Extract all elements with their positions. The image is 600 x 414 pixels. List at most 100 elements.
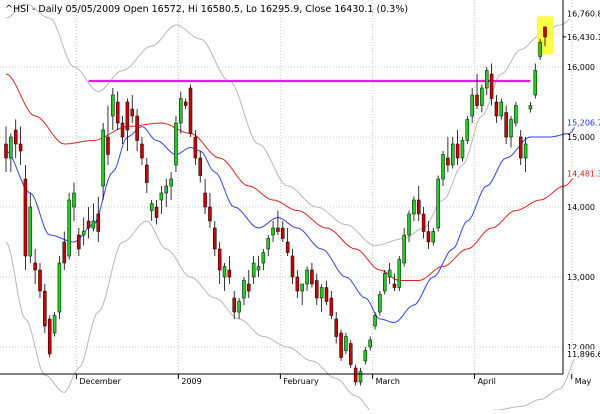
candle-body-up — [373, 315, 377, 327]
candle-body-down — [446, 157, 450, 166]
candle — [310, 263, 314, 288]
candle — [154, 200, 159, 225]
candle — [480, 84, 484, 113]
candle-body-down — [115, 101, 120, 124]
label-layer: 12,000 13,000 14,000 15,000 16,000 December 20… — [79, 8, 600, 386]
candle — [203, 179, 207, 214]
candle — [329, 291, 334, 319]
candle — [96, 196, 101, 242]
candle — [441, 151, 445, 186]
candle-body-down — [198, 157, 202, 176]
price-tag-bg — [565, 8, 599, 19]
candle — [198, 151, 202, 183]
candle-body-down — [213, 227, 217, 250]
candle-body-down — [217, 248, 222, 271]
candle — [349, 340, 353, 368]
candle-body-down — [62, 241, 67, 264]
candle — [499, 98, 504, 120]
candle — [33, 249, 37, 284]
candle — [543, 26, 547, 47]
price-tag-label: 11,896.6 — [567, 350, 600, 359]
candle — [213, 221, 217, 256]
candle — [358, 368, 363, 386]
candle-body-up — [465, 119, 470, 141]
candle-body-down — [518, 136, 523, 159]
candle-body-up — [538, 42, 542, 57]
candle — [363, 347, 368, 365]
price-tag-bg — [565, 349, 599, 360]
candle-body-up — [358, 371, 363, 383]
candle — [412, 196, 416, 221]
candle-body-up — [528, 105, 533, 110]
candle-body-down — [421, 213, 426, 232]
candle-body-up — [533, 70, 538, 96]
candle-body-down — [247, 283, 251, 292]
candle — [276, 210, 280, 235]
candle — [81, 217, 86, 246]
candle — [179, 91, 183, 134]
candle-body-up — [266, 238, 270, 250]
candle-body-down — [227, 269, 232, 278]
candle-body-down — [543, 26, 547, 38]
candle-body-up — [470, 94, 474, 117]
candle-body-down — [33, 262, 37, 271]
candle — [217, 242, 222, 284]
candle-body-down — [310, 269, 314, 285]
candle-body-up — [344, 336, 348, 351]
candle — [91, 203, 96, 232]
candle — [120, 116, 125, 144]
candle — [242, 277, 246, 305]
candle-body-up — [523, 143, 528, 159]
candle — [305, 266, 309, 291]
candle — [111, 88, 115, 130]
candle — [455, 130, 460, 165]
candle-body-up — [9, 136, 13, 159]
x-tick-label: March — [376, 377, 400, 386]
candle-body-down — [96, 213, 101, 232]
candle — [72, 182, 76, 221]
candle — [528, 102, 533, 113]
candle — [319, 284, 324, 312]
candle-body-down — [232, 297, 236, 313]
candle-body-down — [489, 73, 494, 99]
candle-body-up — [378, 294, 382, 313]
candle — [518, 130, 523, 165]
candle — [57, 256, 62, 319]
candle-body-down — [145, 164, 149, 183]
candle — [23, 165, 28, 270]
candle-body-down — [125, 101, 130, 131]
candle-body-down — [203, 192, 207, 208]
candle — [266, 235, 270, 256]
candle — [494, 95, 499, 123]
candle-body-down — [455, 143, 460, 159]
candle-body-down — [193, 136, 198, 159]
candle — [290, 249, 295, 284]
candle — [523, 137, 528, 172]
candle-body-up — [67, 199, 71, 257]
candle-body-down — [43, 290, 47, 327]
candle — [324, 280, 329, 305]
candle-body-down — [334, 318, 338, 337]
candle — [140, 137, 144, 165]
price-tag-label: 15,206.7 — [567, 119, 600, 128]
candle-body-up — [261, 252, 266, 264]
candle — [538, 39, 542, 60]
candle-body-up — [450, 143, 455, 166]
candle — [392, 273, 397, 291]
candle-body-up — [387, 269, 392, 278]
candle-body-up — [514, 105, 518, 124]
candle-body-up — [305, 269, 309, 285]
candle-body-down — [329, 297, 334, 316]
price-tag-bg — [565, 168, 599, 179]
candle-body-down — [290, 255, 295, 278]
candle-body-down — [47, 318, 52, 355]
candle-layer — [4, 16, 553, 386]
candle-body-down — [38, 269, 42, 292]
candle — [383, 270, 387, 295]
candle — [421, 207, 426, 239]
y-tick-label: 13,000 — [567, 273, 595, 282]
candle-body-up — [509, 119, 513, 138]
candle-body-down — [106, 136, 110, 155]
candle — [193, 130, 198, 165]
candle — [208, 193, 212, 228]
